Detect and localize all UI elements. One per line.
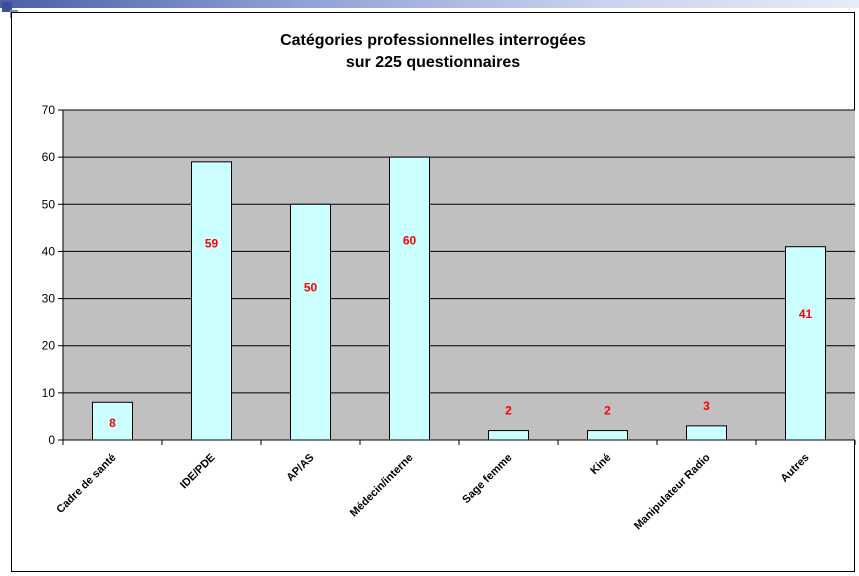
category-label: Sage femme bbox=[460, 452, 514, 506]
bar bbox=[488, 430, 529, 441]
data-label: 2 bbox=[604, 404, 611, 418]
data-label: 8 bbox=[109, 416, 116, 430]
y-tick-label: 40 bbox=[42, 244, 56, 258]
category-label: Médecin/interne bbox=[348, 452, 416, 520]
y-tick-label: 20 bbox=[42, 339, 56, 353]
y-tick-label: 10 bbox=[42, 386, 56, 400]
data-label: 60 bbox=[403, 233, 417, 247]
chart-title: Catégories professionnelles interrogées … bbox=[11, 30, 855, 74]
y-tick-label: 0 bbox=[48, 433, 55, 447]
y-tick-label: 70 bbox=[42, 103, 56, 117]
category-label: Cadre de santé bbox=[54, 452, 118, 516]
category-label: Manipulateur Radio bbox=[632, 451, 713, 532]
category-label: IDE/PDE bbox=[178, 452, 218, 492]
plot-background bbox=[63, 110, 855, 440]
header-gradient-bar bbox=[0, 0, 859, 8]
bar bbox=[686, 425, 727, 441]
bar bbox=[587, 430, 628, 441]
y-tick-label: 50 bbox=[42, 197, 56, 211]
data-label: 41 bbox=[799, 307, 813, 321]
bar bbox=[92, 401, 133, 441]
data-label: 3 bbox=[703, 399, 710, 413]
chart-title-line1: Catégories professionnelles interrogées bbox=[280, 32, 586, 49]
data-label: 50 bbox=[304, 281, 318, 295]
category-label: Kiné bbox=[588, 452, 613, 477]
category-label: Autres bbox=[778, 452, 811, 485]
data-label: 59 bbox=[205, 237, 219, 251]
bar bbox=[290, 203, 331, 441]
corner-square-dark bbox=[2, 2, 12, 12]
data-label: 2 bbox=[505, 404, 512, 418]
chart-title-line2: sur 225 questionnaires bbox=[345, 54, 521, 71]
bar bbox=[191, 161, 232, 441]
y-tick-label: 30 bbox=[42, 292, 56, 306]
y-tick-label: 60 bbox=[42, 150, 56, 164]
category-label: AP/AS bbox=[284, 452, 316, 484]
bar bbox=[785, 246, 826, 441]
bar bbox=[389, 156, 430, 441]
